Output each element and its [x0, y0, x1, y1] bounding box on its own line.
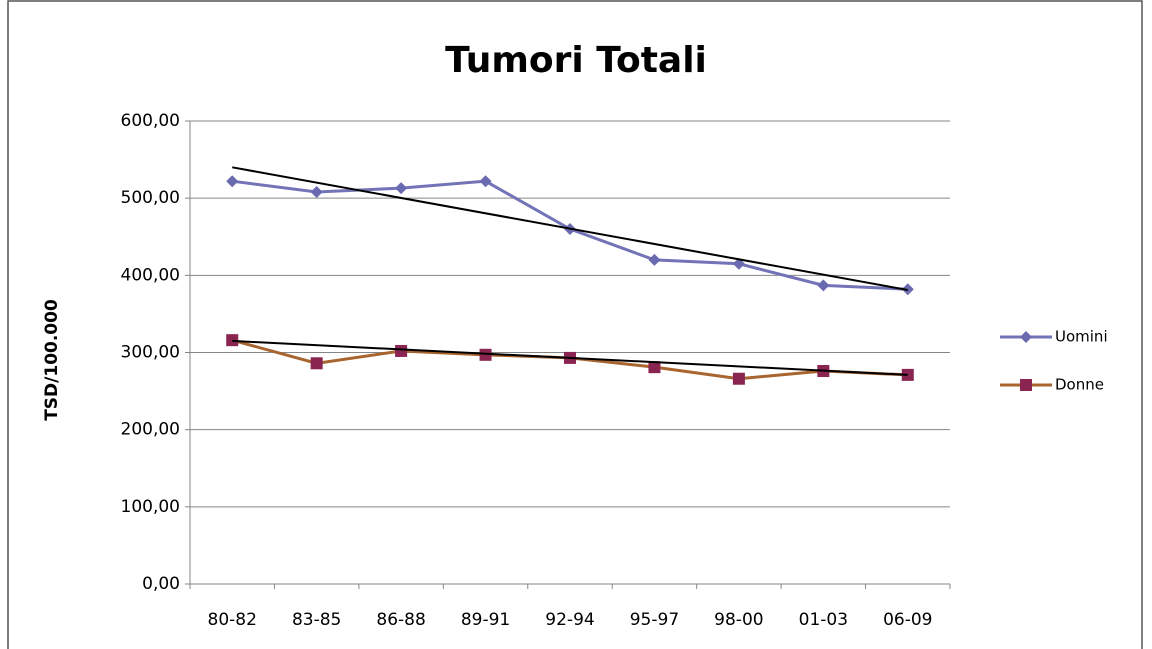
- data-point: [226, 175, 239, 188]
- x-tick-label: 92-94: [545, 610, 594, 630]
- data-point: [226, 334, 239, 347]
- trend-line: [232, 166, 908, 291]
- x-tick-label: 80-82: [208, 610, 257, 630]
- y-tick-label: 200,00: [121, 420, 180, 440]
- y-tick-label: 600,00: [121, 111, 180, 131]
- data-point: [310, 357, 323, 370]
- chart-border: [7, 0, 1143, 649]
- x-tick-label: 95-97: [630, 610, 679, 630]
- x-tick-label: 98-00: [714, 610, 763, 630]
- legend-marker: [1020, 379, 1032, 391]
- y-tick-label: 400,00: [121, 265, 180, 285]
- x-tick-label: 01-03: [799, 610, 848, 630]
- legend-marker: [1020, 331, 1032, 343]
- data-point: [479, 175, 492, 188]
- data-point: [395, 182, 408, 195]
- data-point: [648, 361, 661, 374]
- legend-label: Uomini: [1055, 328, 1108, 346]
- y-tick-label: 300,00: [121, 343, 180, 363]
- chart-title: Tumori Totali: [445, 40, 707, 81]
- y-tick-label: 0,00: [142, 574, 180, 594]
- x-tick-label: 06-09: [883, 610, 932, 630]
- y-tick-label: 100,00: [121, 497, 180, 517]
- data-point: [648, 253, 661, 266]
- x-tick-label: 83-85: [292, 610, 341, 630]
- data-point: [395, 344, 408, 357]
- data-point: [817, 279, 830, 292]
- data-point: [479, 348, 492, 361]
- legend-label: Donne: [1055, 376, 1104, 394]
- y-axis-label: TSD/100.000: [42, 299, 62, 421]
- data-point: [310, 185, 323, 198]
- x-tick-label: 86-88: [376, 610, 425, 630]
- x-tick-label: 89-91: [461, 610, 510, 630]
- y-tick-label: 500,00: [121, 188, 180, 208]
- trend-line: [232, 339, 908, 376]
- data-point: [732, 372, 745, 385]
